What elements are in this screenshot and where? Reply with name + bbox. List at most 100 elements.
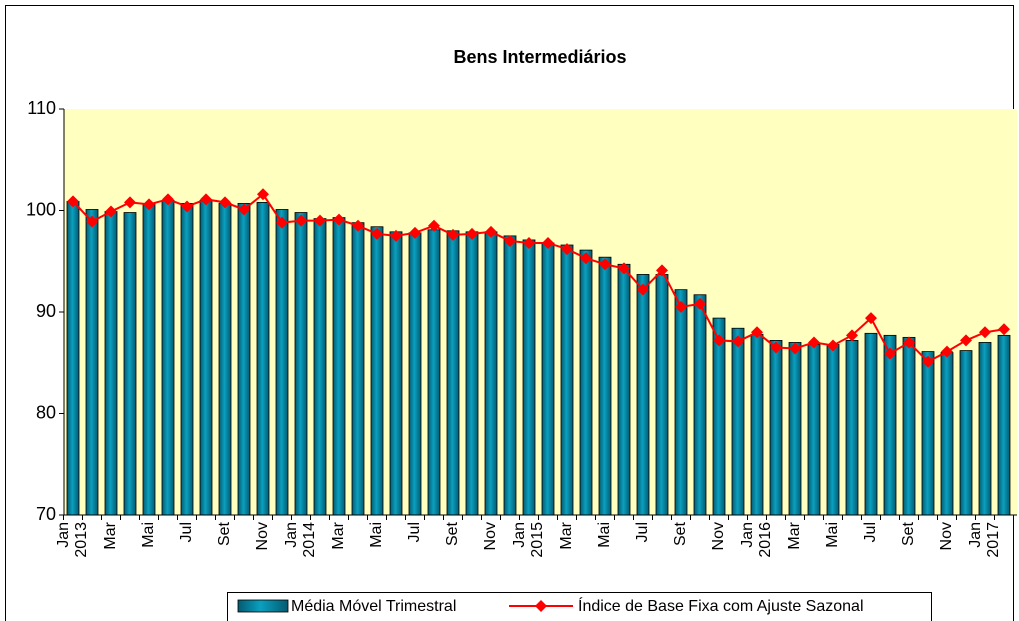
x-tick-label: Jul [634, 522, 651, 543]
bar [123, 212, 137, 516]
bar [731, 327, 745, 516]
x-tick-label: Nov [482, 522, 499, 551]
bar [712, 317, 726, 516]
marker [694, 297, 706, 310]
marker [143, 198, 155, 211]
y-tick-label: 100 [26, 199, 56, 219]
marker [181, 200, 193, 213]
bar [826, 344, 840, 516]
bar [237, 202, 251, 516]
marker [656, 264, 668, 277]
x-tick-label: Mai [368, 522, 385, 548]
x-tick-label: Nov [938, 522, 955, 551]
marker [922, 355, 934, 368]
marker [162, 193, 174, 206]
marker [770, 341, 782, 354]
bar [617, 263, 631, 516]
marker [542, 236, 554, 249]
x-tick-label: Jan 2016 [739, 522, 774, 558]
bar [180, 202, 194, 516]
bar [560, 244, 574, 516]
bar [275, 209, 289, 516]
legend-label: Média Móvel Trimestral [291, 598, 456, 615]
bar [351, 222, 365, 516]
x-tick-label: Jul [406, 522, 423, 543]
x-tick-label: Nov [254, 522, 271, 551]
x-tick-label: Mar [102, 522, 119, 550]
x-tick-label: Nov [710, 522, 727, 551]
bar [389, 231, 403, 516]
bar [864, 332, 878, 516]
x-tick-label: Mai [140, 522, 157, 548]
marker [561, 243, 573, 256]
bar [940, 352, 954, 516]
x-tick-label: Mar [330, 522, 347, 550]
bar [332, 217, 346, 516]
bar [161, 199, 175, 516]
marker [580, 252, 592, 265]
marker [599, 258, 611, 271]
x-tick-label: Jan 2017 [967, 522, 1002, 558]
bar [104, 211, 118, 516]
chart-title: Bens Intermediários [453, 47, 626, 67]
x-tick-label: Jan 2013 [55, 522, 90, 558]
bar [997, 334, 1011, 516]
marker [67, 195, 79, 208]
x-tick-label: Set [216, 522, 233, 547]
bar [788, 342, 802, 516]
bar [769, 340, 783, 516]
marker [713, 334, 725, 347]
legend-swatch [237, 599, 289, 613]
marker [960, 334, 972, 347]
bar [807, 344, 821, 516]
marker [219, 196, 231, 209]
marker [105, 205, 117, 218]
bar [579, 249, 593, 516]
bar [674, 289, 688, 516]
marker [466, 227, 478, 240]
marker [998, 323, 1010, 336]
bar [522, 239, 536, 516]
x-tick-label: Mar [558, 522, 575, 550]
legend-box [227, 592, 932, 621]
bar [408, 232, 422, 516]
marker [333, 213, 345, 226]
bar [294, 212, 308, 516]
marker [200, 193, 212, 206]
marker [428, 219, 440, 232]
marker [827, 339, 839, 352]
y-tick-label: 90 [36, 301, 56, 321]
marker [352, 219, 364, 232]
bar [256, 201, 270, 516]
bar [959, 350, 973, 516]
legend-marker [535, 600, 547, 612]
bar [655, 274, 669, 516]
x-tick-label: Set [444, 522, 461, 547]
marker [485, 225, 497, 238]
marker [637, 283, 649, 296]
bar [199, 199, 213, 516]
legend-label: Índice de Base Fixa com Ajuste Sazonal [578, 596, 864, 615]
marker [941, 345, 953, 358]
marker [865, 312, 877, 325]
bar [218, 202, 232, 516]
marker [390, 229, 402, 242]
marker [884, 347, 896, 360]
x-tick-label: Set [672, 522, 689, 547]
bar [446, 230, 460, 516]
x-tick-label: Jan 2015 [511, 522, 546, 558]
y-tick-label: 80 [36, 402, 56, 422]
bar [465, 231, 479, 516]
marker [295, 214, 307, 227]
bar [370, 226, 384, 516]
bar [66, 200, 80, 516]
marker [979, 326, 991, 339]
marker [789, 342, 801, 355]
marker [371, 227, 383, 240]
y-tick-label: 70 [36, 504, 56, 524]
y-tick-label: 110 [27, 98, 56, 118]
x-tick-label: Set [900, 522, 917, 547]
bar [598, 256, 612, 516]
